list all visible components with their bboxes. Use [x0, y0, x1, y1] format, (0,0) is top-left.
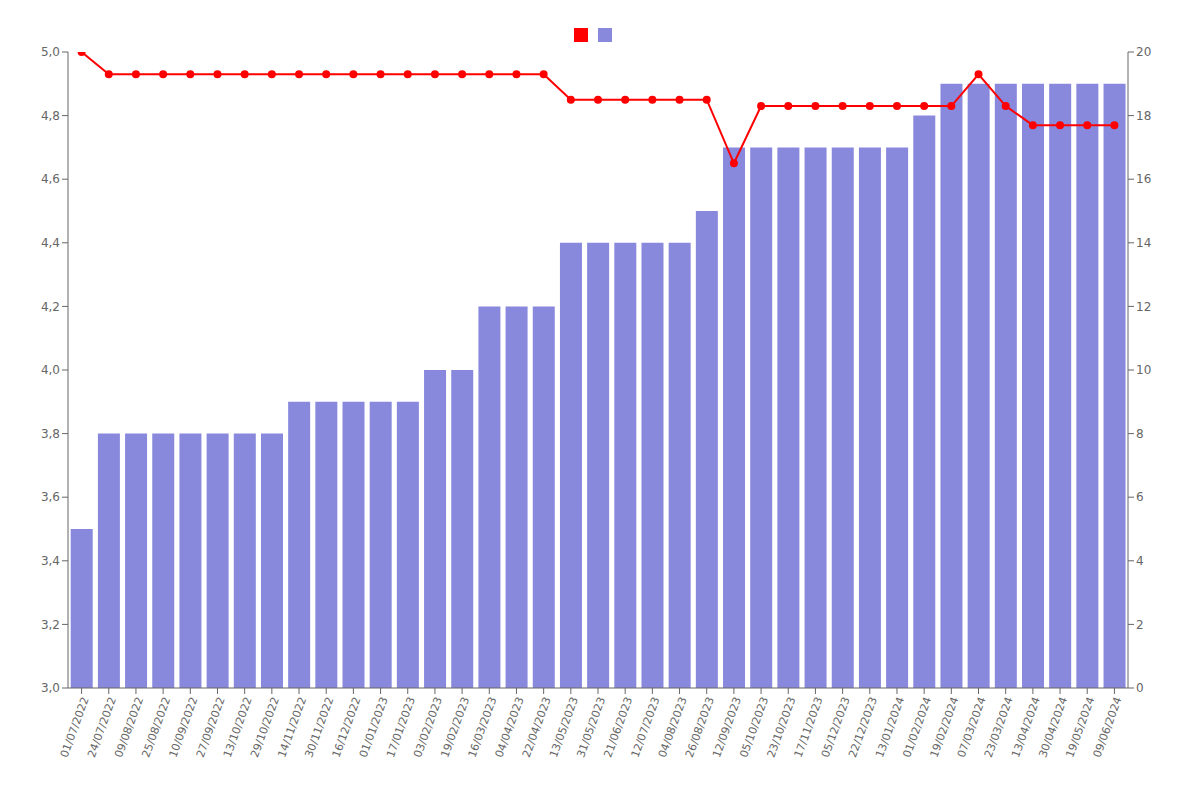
svg-text:23/03/2024: 23/03/2024: [981, 695, 1016, 760]
svg-text:31/05/2023: 31/05/2023: [574, 695, 609, 760]
svg-text:23/10/2023: 23/10/2023: [764, 695, 799, 760]
svg-text:17/01/2023: 17/01/2023: [384, 695, 418, 760]
svg-text:3,2: 3,2: [41, 618, 60, 632]
svg-text:10: 10: [1136, 363, 1151, 377]
svg-text:3,6: 3,6: [41, 490, 60, 504]
svg-text:3,4: 3,4: [41, 554, 60, 568]
svg-text:4,0: 4,0: [41, 363, 60, 377]
svg-text:01/02/2024: 01/02/2024: [900, 695, 935, 760]
svg-text:09/06/2024: 09/06/2024: [1091, 695, 1125, 759]
svg-text:05/12/2023: 05/12/2023: [818, 695, 853, 760]
svg-text:17/11/2023: 17/11/2023: [791, 695, 826, 760]
svg-text:16/03/2023: 16/03/2023: [465, 695, 500, 760]
svg-text:22/12/2023: 22/12/2023: [846, 695, 880, 760]
svg-text:4,4: 4,4: [41, 236, 60, 250]
svg-text:13/05/2023: 13/05/2023: [547, 695, 581, 760]
svg-text:19/02/2024: 19/02/2024: [927, 695, 962, 760]
svg-text:05/10/2023: 05/10/2023: [737, 695, 772, 760]
svg-text:2: 2: [1136, 618, 1144, 632]
svg-text:16/12/2022: 16/12/2022: [329, 695, 364, 760]
svg-text:12/09/2023: 12/09/2023: [710, 695, 745, 760]
svg-text:4,6: 4,6: [41, 172, 60, 186]
svg-text:6: 6: [1136, 490, 1144, 504]
svg-text:13/04/2024: 13/04/2024: [1009, 695, 1043, 760]
svg-text:03/02/2023: 03/02/2023: [411, 695, 446, 760]
svg-text:14: 14: [1136, 236, 1151, 250]
svg-text:22/04/2023: 22/04/2023: [519, 695, 554, 760]
svg-text:26/08/2023: 26/08/2023: [683, 695, 717, 760]
svg-text:30/11/2022: 30/11/2022: [302, 695, 337, 760]
svg-text:19/05/2024: 19/05/2024: [1063, 695, 1098, 760]
svg-text:3,0: 3,0: [41, 681, 60, 695]
svg-text:3,8: 3,8: [41, 427, 60, 441]
svg-text:01/07/2022: 01/07/2022: [57, 695, 92, 760]
svg-text:04/08/2023: 04/08/2023: [655, 695, 690, 760]
svg-text:12/07/2023: 12/07/2023: [628, 695, 663, 760]
svg-text:24/07/2022: 24/07/2022: [85, 695, 119, 760]
svg-text:8: 8: [1136, 427, 1144, 441]
svg-text:12: 12: [1136, 300, 1151, 314]
svg-text:19/02/2023: 19/02/2023: [438, 695, 473, 760]
svg-text:25/08/2022: 25/08/2022: [139, 695, 174, 760]
svg-text:13/01/2024: 13/01/2024: [873, 695, 908, 760]
svg-text:01/01/2023: 01/01/2023: [356, 695, 391, 760]
svg-text:30/04/2024: 30/04/2024: [1036, 695, 1071, 760]
svg-text:4: 4: [1136, 554, 1144, 568]
svg-text:5,0: 5,0: [41, 45, 60, 59]
svg-text:21/06/2023: 21/06/2023: [601, 695, 636, 760]
svg-text:10/09/2022: 10/09/2022: [166, 695, 201, 760]
svg-text:4,8: 4,8: [41, 109, 60, 123]
svg-text:13/10/2022: 13/10/2022: [220, 695, 255, 760]
svg-text:07/03/2024: 07/03/2024: [954, 695, 989, 760]
svg-text:09/08/2022: 09/08/2022: [112, 695, 147, 760]
svg-text:16: 16: [1136, 172, 1151, 186]
svg-text:0: 0: [1136, 681, 1144, 695]
svg-text:20: 20: [1136, 45, 1151, 59]
svg-text:18: 18: [1136, 109, 1151, 123]
svg-text:04/04/2023: 04/04/2023: [492, 695, 527, 760]
svg-text:29/10/2022: 29/10/2022: [248, 695, 282, 760]
svg-text:27/09/2022: 27/09/2022: [193, 695, 228, 760]
svg-text:4,2: 4,2: [41, 300, 60, 314]
svg-text:14/11/2022: 14/11/2022: [275, 695, 310, 760]
